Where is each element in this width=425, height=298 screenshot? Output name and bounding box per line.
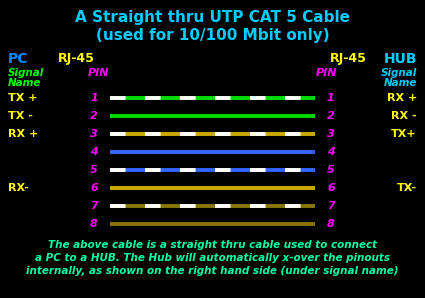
Text: RX -: RX - <box>391 111 417 121</box>
Text: 8: 8 <box>327 219 335 229</box>
Text: internally, as shown on the right hand side (under signal name): internally, as shown on the right hand s… <box>26 266 399 276</box>
Text: 2: 2 <box>327 111 335 121</box>
Text: TX+: TX+ <box>391 129 417 139</box>
Text: PIN: PIN <box>88 68 110 78</box>
Text: RX +: RX + <box>387 93 417 103</box>
Text: 3: 3 <box>327 129 335 139</box>
Text: 7: 7 <box>90 201 98 211</box>
Text: A Straight thru UTP CAT 5 Cable: A Straight thru UTP CAT 5 Cable <box>75 10 350 25</box>
Text: 1: 1 <box>327 93 335 103</box>
Text: a PC to a HUB. The Hub will automatically x-over the pinouts: a PC to a HUB. The Hub will automaticall… <box>35 253 390 263</box>
Text: TX +: TX + <box>8 93 37 103</box>
Text: Signal: Signal <box>8 68 44 78</box>
Text: 5: 5 <box>327 165 335 175</box>
Text: PIN: PIN <box>315 68 337 78</box>
Text: 6: 6 <box>90 183 98 193</box>
Text: 8: 8 <box>90 219 98 229</box>
Text: 1: 1 <box>90 93 98 103</box>
Text: TX -: TX - <box>8 111 33 121</box>
Text: Signal: Signal <box>381 68 417 78</box>
Text: RX-: RX- <box>8 183 29 193</box>
Text: 4: 4 <box>327 147 335 157</box>
Text: 4: 4 <box>90 147 98 157</box>
Text: RJ-45: RJ-45 <box>330 52 367 65</box>
Text: Name: Name <box>384 78 417 88</box>
Text: RX +: RX + <box>8 129 38 139</box>
Text: 6: 6 <box>327 183 335 193</box>
Text: 3: 3 <box>90 129 98 139</box>
Text: RJ-45: RJ-45 <box>58 52 95 65</box>
Text: 7: 7 <box>327 201 335 211</box>
Text: 2: 2 <box>90 111 98 121</box>
Text: 5: 5 <box>90 165 98 175</box>
Text: (used for 10/100 Mbit only): (used for 10/100 Mbit only) <box>96 28 329 43</box>
Text: Name: Name <box>8 78 41 88</box>
Text: The above cable is a straight thru cable used to connect: The above cable is a straight thru cable… <box>48 240 377 250</box>
Text: HUB: HUB <box>383 52 417 66</box>
Text: TX-: TX- <box>397 183 417 193</box>
Text: PC: PC <box>8 52 28 66</box>
